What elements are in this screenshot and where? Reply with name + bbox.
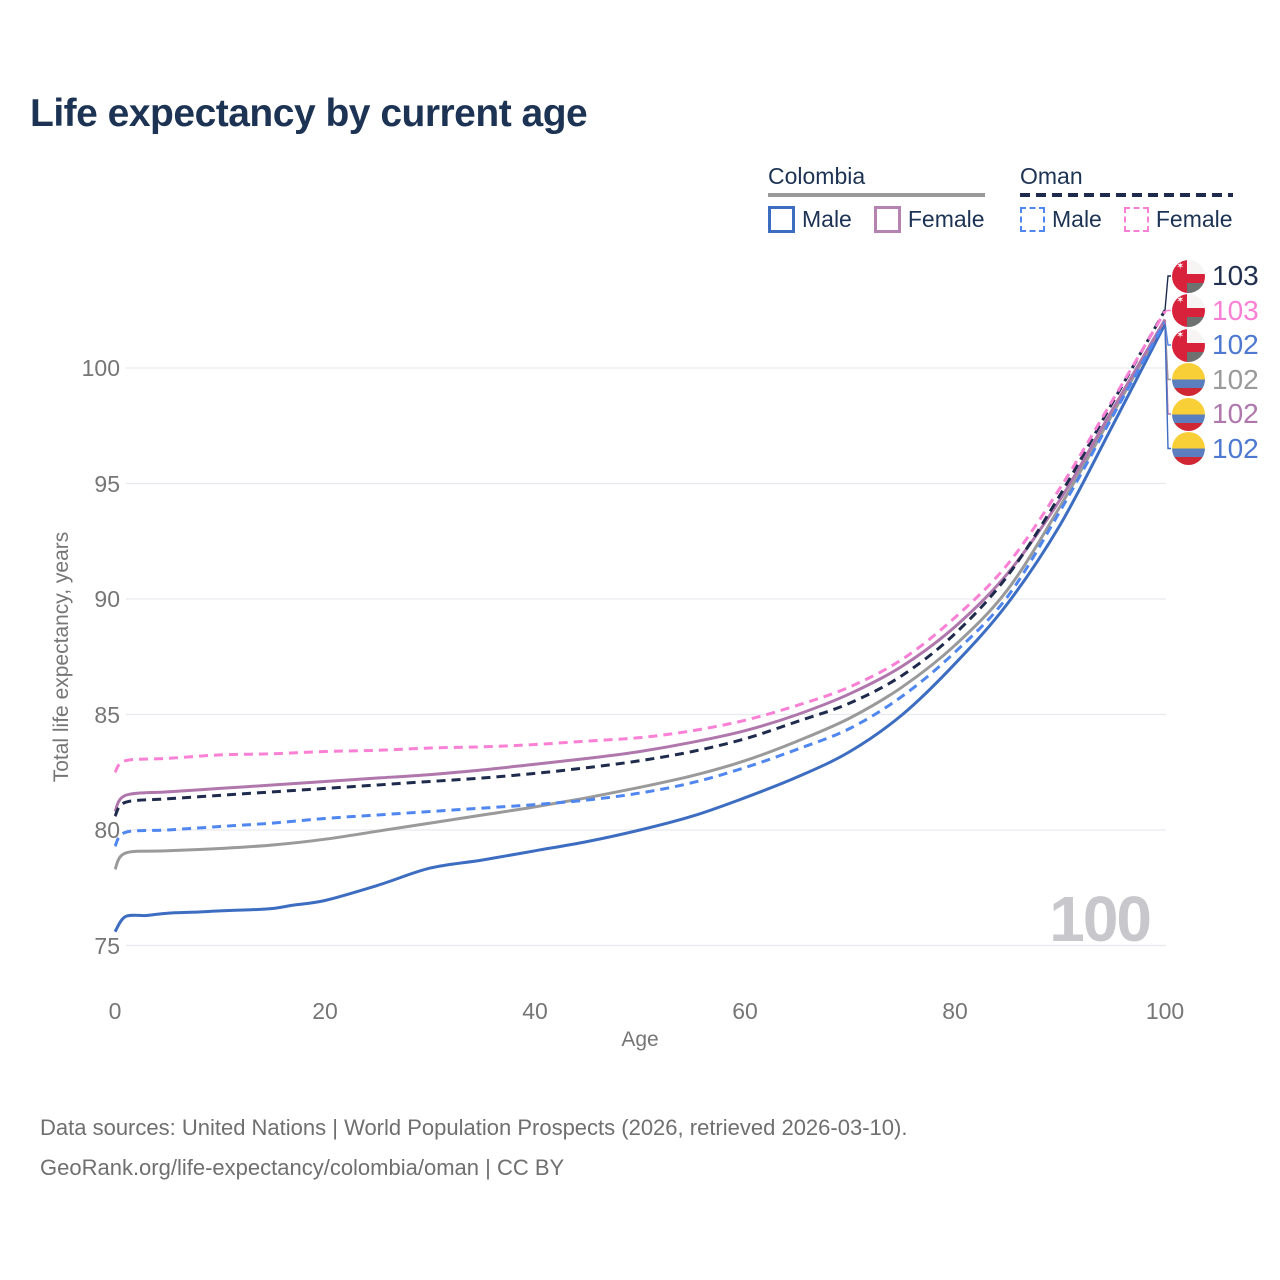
x-tick-label-20: 20: [312, 998, 338, 1024]
legend-item-colombia-male[interactable]: Male: [768, 206, 852, 233]
y-tick-label-90: 90: [94, 586, 120, 612]
colombia-line-style-sample: [768, 193, 985, 197]
end-label-oman: 103: [1172, 259, 1259, 293]
x-tick-label-80: 80: [942, 998, 968, 1024]
page-title: Life expectancy by current age: [30, 92, 588, 135]
leader-line-oman-female: [1164, 309, 1171, 313]
end-label-oman-male: 102: [1172, 328, 1259, 362]
legend-group-oman: Oman Male Female: [1020, 163, 1233, 233]
leader-line-colombia-male: [1164, 324, 1171, 450]
legend-country-colombia: Colombia: [768, 163, 866, 189]
colombia-flag-icon: [1172, 363, 1205, 396]
oman-female-swatch[interactable]: [1123, 207, 1149, 232]
leader-line-oman: [1164, 275, 1171, 311]
legend-label: Male: [1052, 206, 1102, 232]
end-value: 102: [1212, 398, 1259, 429]
y-tick-label-80: 80: [94, 817, 120, 843]
end-value: 103: [1212, 294, 1259, 326]
series-line-oman-male: [113, 321, 1167, 848]
age-counter-watermark: 100: [1049, 883, 1152, 955]
oman-flag-icon: [1172, 259, 1205, 293]
footer: Data sources: United Nations | World Pop…: [40, 1108, 907, 1188]
end-label-colombia-male: 102: [1172, 432, 1259, 466]
legend-item-oman-male[interactable]: Male: [1020, 206, 1102, 233]
legend-label: Male: [802, 206, 852, 232]
x-tick-label-60: 60: [732, 998, 758, 1024]
oman-flag-icon: [1172, 328, 1205, 362]
colombia-flag-icon: [1172, 397, 1205, 431]
y-tick-label-95: 95: [94, 470, 120, 497]
colombia-flag-icon: [1172, 432, 1205, 465]
x-tick-label-0: 0: [108, 998, 122, 1024]
y-tick-label-100: 100: [81, 355, 120, 381]
end-value: 102: [1212, 432, 1259, 464]
y-tick-label-75: 75: [94, 932, 120, 959]
end-value: 103: [1212, 260, 1259, 291]
end-value: 102: [1212, 363, 1259, 395]
oman-line-style-sample: [1020, 193, 1233, 197]
x-axis-title: Age: [621, 1028, 659, 1051]
line-chart: [113, 275, 1171, 947]
series-line-colombia: [113, 319, 1167, 871]
attribution-text: GeoRank.org/life-expectancy/colombia/oma…: [40, 1155, 565, 1180]
data-sources-text: Data sources: United Nations | World Pop…: [40, 1115, 908, 1140]
legend-label: Female: [907, 206, 985, 232]
y-tick-label-85: 85: [94, 701, 120, 728]
colombia-female-swatch[interactable]: [873, 206, 901, 233]
series-line-oman-female: [113, 310, 1167, 774]
x-tick-label-40: 40: [522, 998, 548, 1024]
end-label-colombia-female: 102: [1172, 397, 1259, 431]
oman-male-swatch[interactable]: [1020, 207, 1045, 232]
series-line-oman: [113, 309, 1167, 818]
end-label-oman-female: 103: [1172, 294, 1259, 328]
legend-item-colombia-female[interactable]: Female: [873, 206, 985, 233]
y-axis-title: Total life expectancy, years: [50, 531, 73, 783]
legend-item-oman-female[interactable]: Female: [1123, 206, 1233, 233]
end-label-colombia: 102: [1172, 363, 1259, 397]
colombia-male-swatch[interactable]: [768, 206, 795, 233]
legend-group-colombia: Colombia Male Female: [768, 163, 985, 233]
legend-country-oman: Oman: [1020, 163, 1083, 189]
legend-label: Female: [1155, 206, 1233, 232]
series-line-colombia-male: [113, 323, 1167, 933]
oman-flag-icon: [1172, 294, 1205, 327]
end-value: 102: [1212, 329, 1259, 360]
x-tick-label-100: 100: [1145, 998, 1185, 1024]
